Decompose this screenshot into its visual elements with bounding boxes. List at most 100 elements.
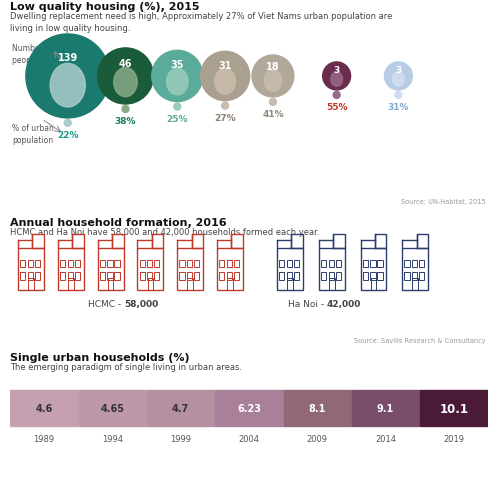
Text: 4.65: 4.65: [101, 403, 124, 413]
Bar: [377, 273, 382, 280]
Bar: [28, 278, 34, 291]
Bar: [363, 260, 368, 268]
Text: 2009: 2009: [307, 434, 328, 443]
Text: 9.1: 9.1: [377, 403, 394, 413]
Text: 3: 3: [395, 66, 401, 75]
Text: Number of
people (Million): Number of people (Million): [12, 44, 71, 65]
Ellipse shape: [331, 72, 343, 87]
Bar: [154, 260, 159, 268]
Bar: [194, 273, 199, 280]
Bar: [287, 260, 292, 268]
Bar: [352, 390, 419, 426]
Bar: [187, 260, 192, 268]
Ellipse shape: [114, 68, 137, 97]
Bar: [294, 273, 299, 280]
Bar: [10, 390, 78, 426]
Text: 41%: 41%: [262, 109, 284, 119]
Text: 3: 3: [334, 66, 340, 75]
Text: Ha Noi -: Ha Noi -: [288, 300, 327, 309]
Text: 139: 139: [58, 53, 78, 63]
Circle shape: [201, 52, 249, 101]
Bar: [72, 234, 84, 249]
Circle shape: [222, 103, 229, 110]
Bar: [108, 260, 113, 268]
Bar: [329, 260, 334, 268]
Bar: [404, 273, 410, 280]
Bar: [234, 260, 239, 268]
Ellipse shape: [166, 69, 188, 96]
Bar: [279, 273, 284, 280]
Text: Dwelling replacement need is high, Approximately 27% of Viet Nams urban populati: Dwelling replacement need is high, Appro…: [10, 12, 392, 34]
Text: 2019: 2019: [443, 434, 465, 443]
Bar: [108, 273, 113, 280]
Bar: [98, 249, 124, 291]
Bar: [375, 234, 386, 249]
Text: 58,000: 58,000: [124, 300, 159, 309]
Bar: [319, 249, 345, 291]
Bar: [234, 273, 239, 280]
Text: % of urban
population: % of urban population: [12, 124, 54, 145]
Bar: [147, 260, 152, 268]
Bar: [321, 260, 326, 268]
Text: 1994: 1994: [102, 434, 123, 443]
Circle shape: [26, 35, 110, 119]
Bar: [417, 234, 428, 249]
Bar: [363, 273, 368, 280]
Text: 31%: 31%: [387, 103, 409, 112]
Bar: [137, 249, 163, 291]
Circle shape: [152, 51, 203, 102]
Circle shape: [269, 99, 276, 106]
Text: 2014: 2014: [375, 434, 396, 443]
Circle shape: [64, 120, 71, 127]
Bar: [402, 249, 428, 291]
Circle shape: [395, 92, 402, 99]
Text: 1989: 1989: [33, 434, 55, 443]
Bar: [28, 260, 33, 268]
Bar: [420, 390, 488, 426]
Text: 4.6: 4.6: [35, 403, 53, 413]
Bar: [219, 260, 225, 268]
Text: The emerging paradigm of single living in urban areas.: The emerging paradigm of single living i…: [10, 362, 242, 372]
Text: 46: 46: [119, 59, 132, 69]
Bar: [336, 260, 341, 268]
Bar: [179, 260, 185, 268]
Bar: [321, 273, 326, 280]
Bar: [35, 260, 40, 268]
Circle shape: [333, 92, 340, 99]
Bar: [112, 234, 124, 249]
Text: Source: Savills Research & Consultancy: Source: Savills Research & Consultancy: [355, 337, 486, 344]
Bar: [152, 234, 163, 249]
Text: 31: 31: [218, 60, 232, 71]
Bar: [371, 273, 375, 280]
Text: 35: 35: [170, 60, 184, 70]
Text: HCMC -: HCMC -: [89, 300, 124, 309]
Text: HCMC and Ha Noi have 58,000 and 42,000 households formed each year.: HCMC and Ha Noi have 58,000 and 42,000 h…: [10, 228, 319, 237]
Bar: [232, 234, 243, 249]
Bar: [68, 273, 73, 280]
Bar: [35, 273, 40, 280]
Bar: [404, 260, 410, 268]
Bar: [139, 273, 145, 280]
Text: 2004: 2004: [239, 434, 259, 443]
Bar: [108, 278, 114, 291]
Bar: [412, 260, 417, 268]
Text: 6.23: 6.23: [237, 403, 261, 413]
Circle shape: [122, 106, 129, 113]
Bar: [79, 390, 146, 426]
Bar: [371, 278, 376, 291]
Text: 18: 18: [266, 62, 280, 72]
Text: 55%: 55%: [326, 103, 348, 112]
Ellipse shape: [50, 64, 85, 108]
Circle shape: [98, 49, 153, 105]
Bar: [287, 278, 293, 291]
Bar: [287, 273, 292, 280]
Bar: [32, 234, 44, 249]
Text: Single urban households (%): Single urban households (%): [10, 352, 190, 362]
Bar: [361, 249, 386, 291]
Bar: [68, 260, 73, 268]
Bar: [227, 260, 232, 268]
Bar: [217, 249, 243, 291]
Bar: [215, 390, 283, 426]
Bar: [419, 273, 424, 280]
Bar: [177, 249, 203, 291]
